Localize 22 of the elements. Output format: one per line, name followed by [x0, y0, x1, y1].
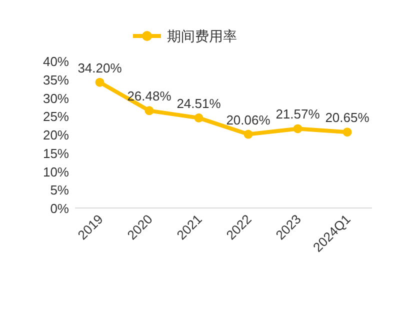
y-tick-label: 10% — [42, 164, 70, 180]
y-tick-label: 15% — [42, 146, 70, 161]
data-label: 26.48% — [127, 88, 172, 104]
data-label: 34.20% — [78, 60, 122, 76]
point — [342, 128, 352, 137]
y-tick-label: 35% — [42, 72, 70, 88]
point — [95, 78, 104, 87]
y-tick-label: 20% — [42, 128, 70, 142]
data-label: 20.65% — [325, 110, 370, 126]
y-tick-label: 0% — [50, 201, 70, 216]
y-tick-label: 40% — [42, 54, 70, 69]
point — [293, 124, 302, 134]
data-label: 24.51% — [176, 96, 222, 111]
point — [144, 106, 154, 116]
legend-label: 期间费用率 — [167, 28, 237, 44]
data-label: 20.06% — [226, 112, 271, 128]
point — [194, 113, 204, 122]
y-tick-label: 30% — [42, 90, 70, 106]
y-tick-label: 25% — [42, 109, 70, 124]
data-label: 21.57% — [276, 106, 320, 122]
y-tick-label: 5% — [50, 182, 70, 198]
point — [244, 130, 253, 139]
